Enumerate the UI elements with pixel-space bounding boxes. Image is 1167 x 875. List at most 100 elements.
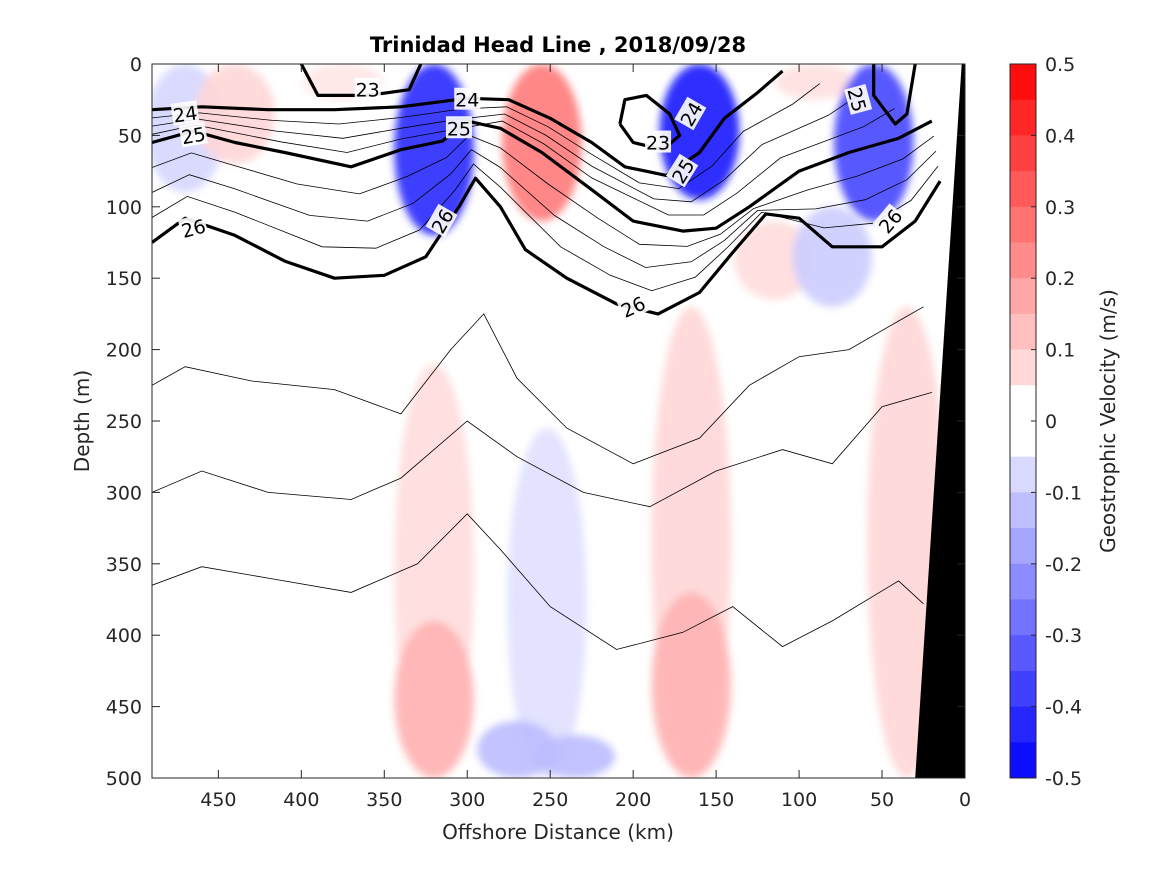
contour-label-bg bbox=[454, 87, 481, 110]
isopycnal-deep bbox=[152, 392, 932, 508]
colorbar-band bbox=[1010, 242, 1036, 279]
x-tick-label: 50 bbox=[870, 789, 894, 811]
x-tick-label: 400 bbox=[283, 789, 319, 811]
colorbar-tick-label: -0.1 bbox=[1045, 482, 1082, 504]
colorbar-band bbox=[1010, 385, 1036, 422]
velocity-patch bbox=[195, 64, 275, 164]
x-axis-label: Offshore Distance (km) bbox=[442, 820, 674, 844]
velocity-patch bbox=[477, 720, 557, 778]
y-tick-label: 200 bbox=[106, 340, 142, 362]
colorbar: 0.5 0.4 0.3 0.2 0.1 0 -0.1 -0.2 -0.3 -0.4 -0.5 bbox=[1009, 54, 1082, 790]
isopycnal-thin bbox=[152, 163, 939, 292]
y-tick-label: 250 bbox=[106, 411, 142, 433]
isopycnal-deep bbox=[152, 306, 924, 465]
contour-label: 23 bbox=[356, 80, 380, 102]
x-tick-label: 250 bbox=[532, 789, 568, 811]
y-axis: 0 50 100 150 200 250 300 350 400 450 500 bbox=[106, 54, 965, 790]
colorbar-tick-label: -0.5 bbox=[1045, 768, 1082, 790]
colorbar-tick-label: 0.5 bbox=[1045, 54, 1075, 76]
contour-label-bg bbox=[665, 153, 699, 188]
isopycnal-thin bbox=[152, 149, 937, 268]
y-tick-label: 300 bbox=[106, 482, 142, 504]
velocity-patch bbox=[535, 735, 615, 778]
colorbar-tick-label: 0.4 bbox=[1045, 125, 1075, 147]
y-tick-label: 150 bbox=[106, 268, 142, 290]
contour-label: 23 bbox=[646, 133, 670, 155]
colorbar-band bbox=[1010, 456, 1036, 493]
isopycnal-thin bbox=[152, 83, 821, 190]
colorbar-band bbox=[1010, 171, 1036, 208]
velocity-patch bbox=[775, 64, 856, 100]
colorbar-tick-label: -0.2 bbox=[1045, 554, 1082, 576]
colorbar-tick-label: -0.4 bbox=[1045, 697, 1082, 719]
contour-label: 25 bbox=[447, 118, 471, 140]
isopycnal-thin bbox=[152, 95, 858, 203]
colorbar-band bbox=[1010, 421, 1036, 458]
colorbar-band bbox=[1010, 64, 1036, 101]
y-tick-label: 0 bbox=[130, 54, 142, 76]
colorbar-label: Geostrophic Velocity (m/s) bbox=[1096, 289, 1120, 553]
velocity-patch bbox=[394, 620, 474, 778]
x-tick-label: 0 bbox=[959, 789, 971, 811]
velocity-patch bbox=[651, 592, 732, 778]
colorbar-band bbox=[1010, 278, 1036, 315]
isopycnal-thin bbox=[152, 108, 895, 216]
isopycnal-deep bbox=[152, 513, 924, 650]
velocity-patch bbox=[734, 221, 815, 300]
colorbar-band bbox=[1010, 599, 1036, 636]
contour-label-bg bbox=[425, 203, 458, 238]
contour-label-bg bbox=[872, 203, 907, 238]
colorbar-band bbox=[1010, 313, 1036, 351]
velocity-patch bbox=[792, 206, 873, 307]
contour-label-bg bbox=[616, 290, 650, 322]
colorbar-tick-label: 0.2 bbox=[1045, 268, 1075, 290]
contour-label-bg bbox=[170, 100, 200, 126]
y-tick-label: 400 bbox=[106, 625, 142, 647]
y-axis-label: Depth (m) bbox=[70, 370, 94, 472]
isopycnal-25 bbox=[152, 119, 933, 233]
x-tick-label: 300 bbox=[449, 789, 485, 811]
x-tick-label: 150 bbox=[698, 789, 734, 811]
colorbar-band bbox=[1010, 492, 1036, 529]
colorbar-tick-label: 0.1 bbox=[1045, 340, 1075, 362]
x-tick-label: 450 bbox=[200, 789, 236, 811]
contour-label-bg bbox=[177, 213, 209, 242]
y-tick-label: 500 bbox=[106, 768, 142, 790]
contour-label: 25 bbox=[180, 123, 208, 149]
land-mask bbox=[915, 64, 965, 778]
isopycnal-26 bbox=[152, 176, 942, 316]
y-tick-label: 350 bbox=[106, 554, 142, 576]
colorbar-band bbox=[1010, 742, 1036, 779]
colorbar-band bbox=[1010, 635, 1036, 672]
isopycnal-thin bbox=[152, 134, 935, 247]
contour-label-bg bbox=[354, 77, 381, 100]
isopycnal-23 bbox=[618, 93, 682, 152]
colorbar-band bbox=[1010, 135, 1036, 172]
y-tick-label: 450 bbox=[106, 697, 142, 719]
colorbar-band bbox=[1010, 670, 1036, 708]
colorbar-tick-label: 0.3 bbox=[1045, 197, 1075, 219]
x-tick-label: 200 bbox=[615, 789, 651, 811]
colorbar-tick-label: 0 bbox=[1045, 411, 1057, 433]
y-tick-label: 100 bbox=[106, 197, 142, 219]
x-axis: 450 400 350 300 250 200 150 100 50 0 bbox=[200, 64, 971, 811]
colorbar-band bbox=[1010, 99, 1036, 136]
y-tick-label: 50 bbox=[118, 125, 142, 147]
colorbar-band bbox=[1010, 206, 1036, 243]
isopycnal-24 bbox=[872, 64, 917, 126]
x-tick-label: 350 bbox=[366, 789, 402, 811]
contour-label-bg bbox=[178, 121, 209, 148]
isopycnal-24 bbox=[152, 69, 784, 177]
chart-title: Trinidad Head Line , 2018/09/28 bbox=[370, 33, 746, 57]
contour-label-bg bbox=[844, 84, 873, 115]
colorbar-band bbox=[1010, 706, 1036, 743]
colorbar-band bbox=[1010, 528, 1036, 565]
colorbar-band bbox=[1010, 563, 1036, 600]
contour-label-bg bbox=[645, 130, 672, 153]
x-tick-label: 100 bbox=[781, 789, 817, 811]
velocity-patch bbox=[394, 64, 474, 236]
contour-label-bg bbox=[674, 96, 707, 131]
